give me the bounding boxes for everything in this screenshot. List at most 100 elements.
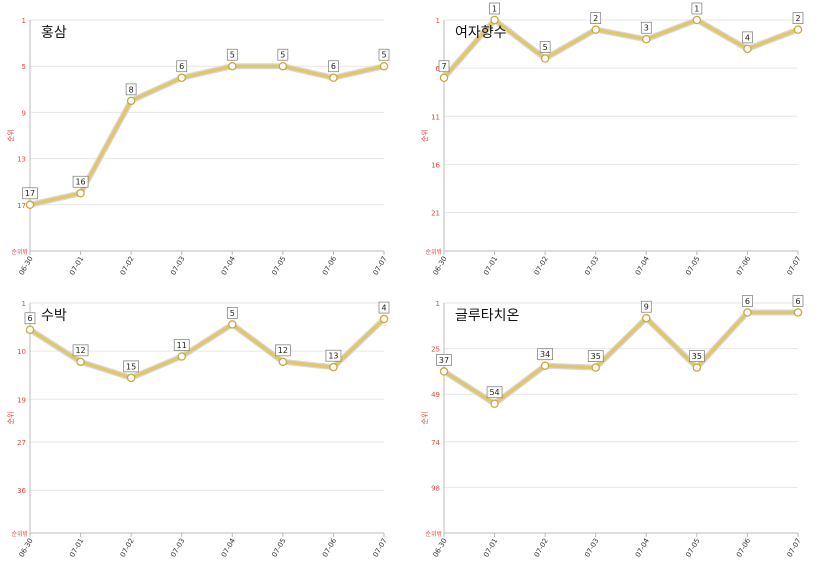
x-tick-label: 07-03 (169, 537, 186, 559)
y-bottom-label: 순위밖 (11, 248, 28, 256)
data-label: 35 (692, 352, 702, 361)
data-label-box (539, 41, 551, 53)
y-tick-label: 74 (431, 439, 440, 447)
x-tick-label: 07-05 (684, 255, 701, 277)
chart-title: 여자향수 (455, 25, 507, 41)
data-point (177, 352, 186, 361)
data-label: 1 (694, 4, 699, 13)
data-label: 6 (27, 314, 32, 323)
chart-title: 글루타치온 (455, 308, 520, 324)
data-label: 15 (126, 362, 136, 371)
y-tick-label: 16 (431, 161, 440, 169)
data-label-box (72, 175, 89, 188)
data-point (743, 308, 752, 317)
x-tick-label: 07-02 (119, 537, 136, 559)
x-tick-label: 07-03 (169, 255, 186, 277)
data-label: 12 (278, 346, 288, 355)
x-tick-label: 07-01 (482, 537, 499, 559)
data-label-box (689, 350, 705, 362)
chart-panel: 1 5 9 13 17 순위밖 순위 06-30 07-01 07-02 07-03 07-04 07-… (7, 17, 390, 277)
y-tick-label: 17 (17, 202, 26, 210)
data-point (25, 325, 35, 334)
x-tick-label: 07-06 (735, 537, 752, 559)
x-tick-label: 07-03 (583, 537, 600, 559)
x-tick-label: 07-04 (220, 255, 237, 277)
data-label-box (173, 339, 190, 351)
series-line (28, 317, 386, 380)
y-tick-label: 5 (22, 63, 26, 71)
data-label: 2 (593, 14, 598, 23)
y-tick-label: 19 (17, 396, 26, 404)
data-point (278, 61, 288, 71)
data-point (540, 54, 550, 63)
data-label: 17 (25, 189, 35, 198)
data-label-box (123, 360, 139, 373)
data-label: 4 (381, 303, 386, 312)
y-tick-label: 9 (22, 109, 26, 117)
data-label-box (640, 300, 652, 313)
x-tick-label: 07-05 (270, 537, 287, 559)
y-bottom-label: 순위밖 (11, 530, 28, 538)
data-label: 12 (75, 346, 85, 355)
data-point (177, 73, 186, 83)
data-label: 5 (543, 43, 548, 52)
data-point (490, 399, 499, 408)
data-label: 4 (745, 33, 750, 42)
data-label: 1 (492, 4, 497, 13)
data-point (439, 367, 449, 376)
data-point (692, 363, 702, 372)
data-point (76, 357, 85, 367)
data-point (540, 361, 550, 370)
y-axis-label: 순위 (421, 129, 429, 142)
data-label-box (640, 21, 652, 34)
y-axis-label: 순위 (7, 129, 15, 142)
data-point (490, 15, 499, 25)
data-label: 8 (129, 85, 134, 94)
data-label-box (24, 312, 36, 325)
data-label-box (277, 48, 289, 61)
y-tick-label: 49 (431, 391, 440, 399)
y-tick-label: 6 (436, 65, 441, 73)
data-point (126, 96, 136, 106)
y-tick-label: 11 (431, 113, 440, 121)
data-label-box (590, 12, 602, 24)
x-tick-label: 07-07 (786, 537, 803, 559)
data-point (642, 313, 651, 323)
data-label-box (378, 48, 390, 61)
x-tick-label: 07-06 (735, 255, 752, 277)
data-point (793, 25, 803, 34)
data-label: 5 (381, 51, 386, 60)
data-point (439, 73, 449, 83)
data-label: 16 (75, 178, 85, 187)
x-tick-label: 07-03 (583, 255, 600, 277)
data-label: 6 (179, 62, 184, 71)
data-label-box (691, 2, 703, 15)
data-label: 37 (439, 356, 449, 365)
data-label-box (742, 295, 753, 307)
data-label: 6 (795, 297, 800, 306)
data-point (228, 61, 237, 71)
data-label-box (792, 295, 804, 307)
y-tick-label: 10 (17, 348, 26, 356)
data-label-box (587, 350, 604, 362)
chart-title: 홍삼 (41, 25, 67, 41)
x-tick-label: 07-06 (321, 537, 338, 559)
data-label: 34 (540, 350, 550, 359)
data-label-box (226, 48, 238, 61)
x-tick-label: 07-04 (634, 255, 651, 277)
x-tick-label: 07-07 (372, 537, 389, 559)
data-point (25, 200, 35, 210)
data-label: 9 (644, 303, 649, 312)
data-label: 11 (177, 341, 187, 350)
data-label-box (325, 349, 342, 362)
chart-title: 수박 (41, 308, 67, 324)
x-tick-label: 07-02 (533, 537, 550, 559)
data-point (591, 363, 600, 372)
y-tick-label: 13 (17, 156, 26, 164)
data-point (642, 35, 651, 44)
y-tick-label: 1 (22, 17, 26, 25)
y-tick-label: 36 (17, 487, 26, 495)
